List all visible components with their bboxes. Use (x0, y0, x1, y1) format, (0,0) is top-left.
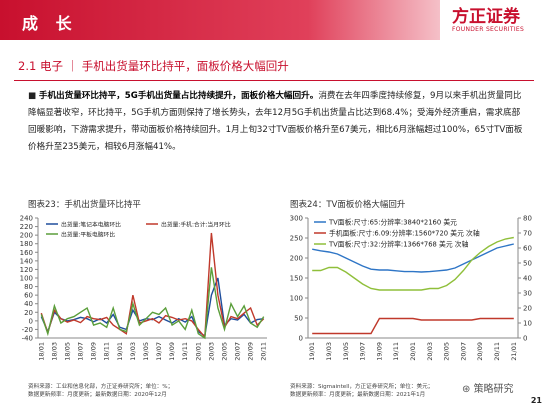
x-tick-label: 20/07 (459, 342, 467, 361)
y2-tick-label: 80 (523, 215, 532, 223)
y-tick-label: 300 (290, 215, 303, 223)
y-tick-label: 200 (290, 255, 303, 263)
legend-label: TV面板:尺寸:65:分辨率:3840*2160 美元 (328, 218, 457, 227)
y-tick-label: -20 (22, 326, 33, 334)
y-tick-label: 220 (20, 223, 33, 231)
x-tick-label: 19/05 (142, 342, 150, 361)
series-line (40, 267, 265, 340)
legend-label: TV面板:尺寸:32:分辨率:1366*768 美元 次轴 (328, 240, 469, 249)
x-tick-label: 20/03 (207, 342, 215, 361)
x-tick-label: 18/09 (90, 342, 98, 361)
x-tick-label: 18/03 (50, 342, 58, 361)
watermark-text: 策略研究 (473, 384, 514, 395)
heading: 2.1 电子 ｜ 手机出货量环比持平，面板价格大幅回升 (18, 59, 289, 73)
y2-tick-label: 30 (523, 290, 532, 298)
y-tick-label: 200 (20, 232, 33, 240)
y-tick-label: 180 (20, 240, 33, 248)
y-tick-label: -40 (22, 335, 33, 343)
x-tick-label: 20/01 (409, 342, 417, 361)
series-line (40, 232, 265, 339)
source-text: 资料来源：Sigmaintell，方正证券研究所；单位：美元； (290, 384, 434, 390)
source: 资料来源：Sigmaintell，方正证券研究所；单位：美元； 数据更新频率：月度… (290, 383, 433, 399)
y-tick-label: 100 (290, 295, 303, 303)
legend-label: 出货量:笔记本电脑环比 (61, 221, 121, 229)
x-tick-label: 20/05 (443, 342, 451, 361)
source: 资料来源：工业和信息化部，方正证券研究所；单位：%； 数据更新频率：月度更新；最新… (28, 383, 173, 399)
paragraph: ■ 手机出货量环比持平，5G手机出货量占比持续提升，面板价格大幅回升。消费在去年… (28, 91, 523, 152)
y-tick-label: 240 (20, 215, 33, 223)
y-tick-label: 120 (20, 266, 33, 274)
x-tick-label: 21/01 (510, 342, 518, 361)
y-tick-label: 60 (24, 292, 33, 300)
x-tick-label: 20/09 (247, 342, 255, 361)
x-tick-label: 20/11 (493, 342, 501, 361)
update-text: 数据更新频率：月度更新；最新数据日期：2020年12月 (28, 392, 167, 398)
legend-label: 出货量:平板电脑环比 (61, 231, 115, 239)
x-tick-label: 20/07 (234, 342, 242, 361)
update-text: 数据更新频率：月度更新；最新数据日期：2021年1月 (290, 392, 426, 398)
body: 消费在去年四季度持续修复，9月以来手机出货量同比降幅显著收窄，环比持平，5G手机… (28, 91, 523, 152)
x-tick-label: 20/11 (260, 342, 268, 361)
series-line (312, 236, 514, 291)
y-tick-label: 140 (20, 257, 33, 265)
logo-en: FOUNDER SECURITIES (452, 26, 525, 33)
y-tick-label: 160 (20, 249, 33, 257)
y2-tick-label: 10 (523, 320, 532, 328)
series-line (312, 243, 514, 273)
x-tick-label: 19/03 (129, 342, 137, 361)
logo: 方正证券 FOUNDER SECURITIES (452, 8, 544, 38)
y-tick-label: 20 (24, 309, 33, 317)
x-tick-label: 19/11 (181, 342, 189, 361)
series-line (312, 317, 514, 335)
x-tick-label: 19/09 (375, 342, 383, 361)
watermark: ⊛ 策略研究 (462, 384, 514, 395)
y2-tick-label: 40 (523, 275, 532, 283)
x-tick-label: 19/01 (308, 342, 316, 361)
source-text: 资料来源：工业和信息化部，方正证券研究所；单位：%； (28, 384, 174, 390)
x-tick-label: 18/07 (77, 342, 85, 361)
y2-tick-label: 70 (523, 230, 532, 238)
x-tick-label: 20/01 (194, 342, 202, 361)
legend-label: 手机面板:尺寸:6.09:分辨率:1560*720 美元 次轴 (329, 229, 480, 238)
y-tick-label: 50 (294, 315, 303, 323)
x-tick-label: 18/05 (63, 342, 71, 361)
rule (14, 80, 534, 81)
x-tick-label: 19/05 (342, 342, 350, 361)
x-tick-label: 19/09 (168, 342, 176, 361)
x-tick-label: 20/05 (220, 342, 228, 361)
logo-cn: 方正证券 (452, 7, 520, 27)
x-tick-label: 19/03 (325, 342, 333, 361)
y2-tick-label: 50 (523, 260, 532, 268)
y-tick-label: 0 (299, 335, 303, 343)
y-tick-label: 150 (290, 275, 303, 283)
header-bar: 成 长 (0, 0, 440, 40)
chart: 0 50 100 150 200 250 300 0 10 20 30 40 50 60 70 80 19/01… (290, 215, 532, 361)
x-tick-label: 20/03 (426, 342, 434, 361)
chart-title: 图表24：TV面板价格大幅回升 (290, 200, 406, 210)
legend-label: 出货量:手机:合计:当月环比 (161, 221, 231, 229)
y-tick-label: 250 (290, 235, 303, 243)
x-tick-label: 19/01 (116, 342, 124, 361)
y-tick-label: 100 (20, 275, 33, 283)
x-tick-label: 19/07 (155, 342, 163, 361)
page-number: 21 (530, 396, 542, 405)
y-tick-label: 0 (29, 317, 33, 325)
y-tick-label: 40 (24, 300, 33, 308)
x-tick-label: 20/09 (476, 342, 484, 361)
y-tick-label: 80 (24, 283, 33, 291)
section: 成 长 (22, 14, 78, 33)
y2-tick-label: 0 (523, 335, 527, 343)
lead: 手机出货量环比持平，5G手机出货量占比持续提升，面板价格大幅回升。 (38, 91, 319, 101)
y2-tick-label: 60 (523, 245, 532, 253)
x-tick-label: 18/01 (37, 342, 45, 361)
y2-tick-label: 20 (523, 305, 532, 313)
x-tick-label: 19/07 (359, 342, 367, 361)
chart-title: 图表23：手机出货量环比持平 (28, 200, 141, 210)
x-tick-label: 19/11 (392, 342, 400, 361)
x-tick-label: 18/11 (103, 342, 111, 361)
